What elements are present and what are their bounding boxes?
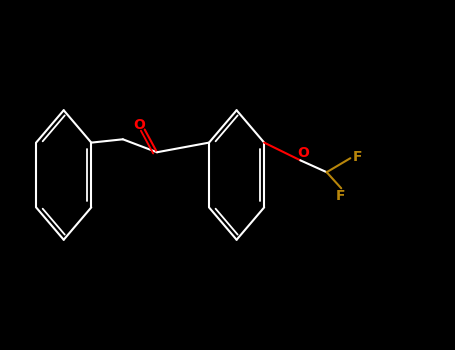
Text: O: O bbox=[297, 146, 309, 160]
Text: O: O bbox=[133, 118, 145, 132]
Text: F: F bbox=[353, 150, 362, 164]
Text: F: F bbox=[336, 189, 345, 203]
